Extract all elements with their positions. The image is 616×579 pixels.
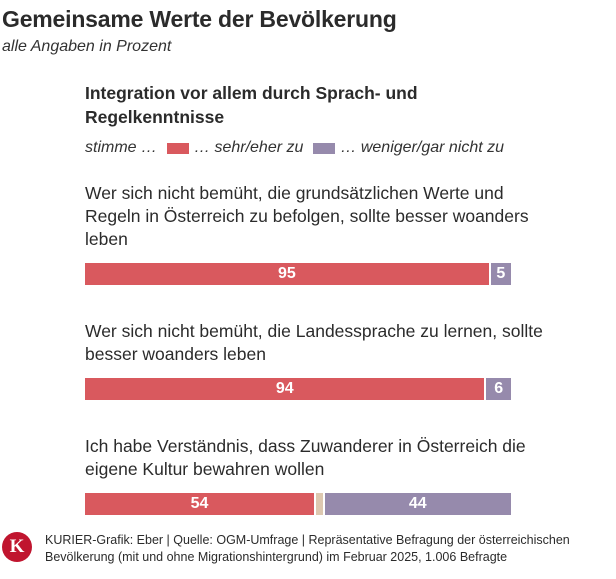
chart-title: Integration vor allem durch Sprach- und … bbox=[85, 83, 418, 127]
bar-segment-disagree: 6 bbox=[486, 378, 511, 400]
bar-row-3: 54 44 bbox=[85, 493, 511, 515]
bar-segment-agree: 95 bbox=[85, 263, 489, 285]
legend-swatch-disagree bbox=[313, 142, 336, 154]
bar-segment-disagree: 44 bbox=[324, 493, 511, 515]
page-title: Gemeinsame Werte der Bevölkerung bbox=[2, 6, 397, 32]
bar-row-1: 95 5 bbox=[85, 263, 511, 285]
question-1-label: Wer sich nicht bemüht, die grundsätzlich… bbox=[85, 183, 529, 249]
bar-segment-disagree: 5 bbox=[490, 263, 511, 285]
question-2-label: Wer sich nicht bemüht, die Landessprache… bbox=[85, 321, 543, 364]
kurier-logo: K bbox=[2, 532, 32, 562]
legend-label-disagree: … weniger/gar nicht zu bbox=[340, 139, 505, 156]
legend-label-agree: … sehr/eher zu bbox=[194, 139, 304, 156]
bar-segment-neutral bbox=[316, 493, 323, 515]
bar-segment-agree: 54 bbox=[85, 493, 315, 515]
legend-prefix: stimme … bbox=[85, 139, 157, 156]
legend: stimme … … sehr/eher zu … weniger/gar ni… bbox=[85, 138, 504, 158]
legend-swatch-agree bbox=[167, 142, 189, 154]
footer: K KURIER-Grafik: Eber | Quelle: OGM-Umfr… bbox=[0, 528, 616, 579]
bar-segment-agree: 94 bbox=[85, 378, 485, 400]
source-note: KURIER-Grafik: Eber | Quelle: OGM-Umfrag… bbox=[45, 533, 570, 564]
question-3-label: Ich habe Verständnis, dass Zuwanderer in… bbox=[85, 436, 526, 479]
bar-row-2: 94 6 bbox=[85, 378, 511, 400]
page-subtitle: alle Angaben in Prozent bbox=[2, 38, 172, 55]
